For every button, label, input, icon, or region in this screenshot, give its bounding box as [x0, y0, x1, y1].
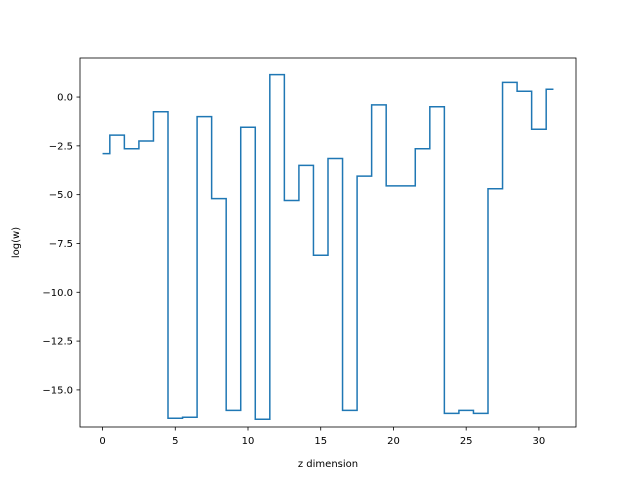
- data-series-line: [102, 73, 554, 420]
- y-tick-label: 0.0: [57, 93, 73, 104]
- x-tick-label: 15: [314, 436, 327, 447]
- x-tick-label: 5: [172, 436, 178, 447]
- y-tick-label: −15.0: [42, 385, 73, 396]
- plot-area: [102, 73, 554, 420]
- x-tick-label: 30: [533, 436, 546, 447]
- x-tick-label: 20: [387, 436, 400, 447]
- y-axis-label: log(w): [11, 227, 22, 258]
- x-tick-label: 0: [99, 436, 105, 447]
- x-axis-label: z dimension: [298, 459, 358, 470]
- y-tick-label: −7.5: [49, 239, 73, 250]
- axes-frame: [79, 57, 577, 428]
- x-tick-label: 25: [460, 436, 473, 447]
- x-axis-ticks: 0 5 10 15 20 25 30: [99, 427, 545, 447]
- y-tick-label: −12.5: [42, 337, 73, 348]
- y-tick-label: −2.5: [49, 141, 73, 152]
- y-tick-label: −10.0: [42, 288, 73, 299]
- y-tick-label: −5.0: [49, 190, 73, 201]
- y-axis-ticks: 0.0 −2.5 −5.0 −7.5 −10.0 −12.5 −15.0: [42, 93, 80, 396]
- x-tick-label: 10: [242, 436, 255, 447]
